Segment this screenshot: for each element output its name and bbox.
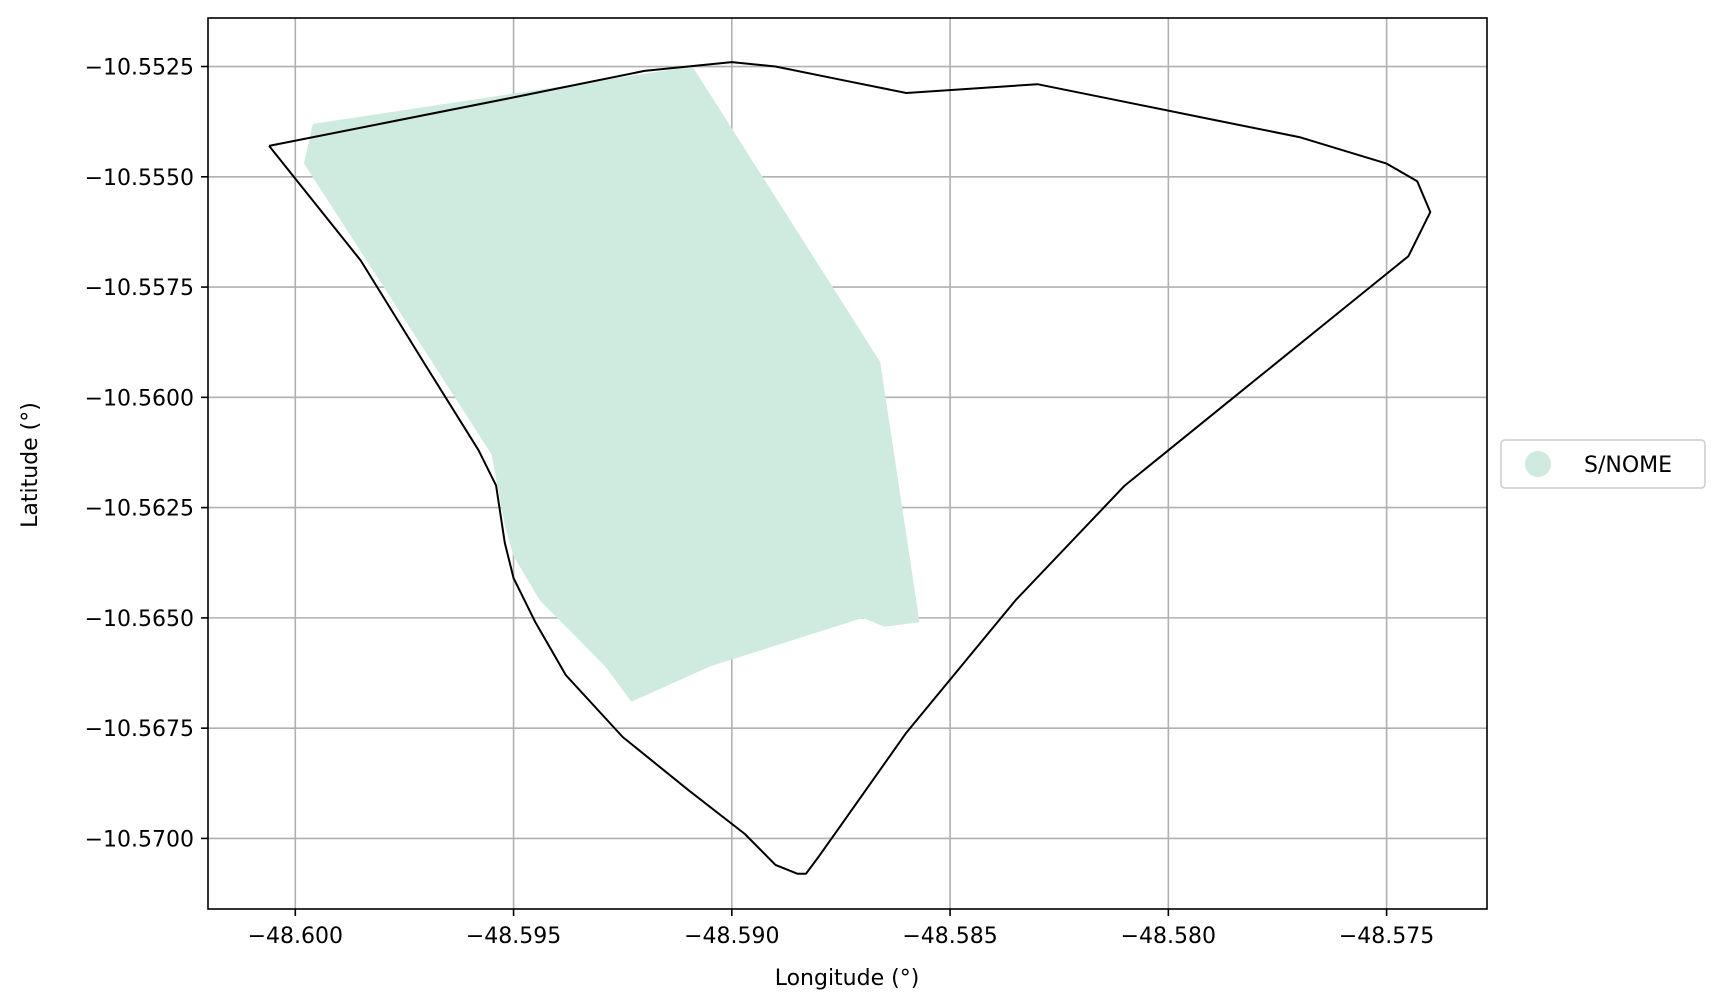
y-tick-label: −10.5650 bbox=[85, 607, 194, 632]
x-tick-label: −48.595 bbox=[466, 924, 561, 949]
boundary-outline bbox=[268, 61, 1432, 875]
y-axis-label: Latitude (°) bbox=[18, 402, 43, 528]
y-axis-ticks: −10.5525 −10.5550 −10.5575 −10.5600 −10.5625… bbox=[85, 56, 208, 852]
y-tick-label: −10.5600 bbox=[85, 386, 194, 411]
y-tick-label: −10.5550 bbox=[85, 166, 194, 191]
y-tick-label: −10.5525 bbox=[85, 56, 194, 81]
snome-area-layer bbox=[304, 66, 920, 702]
y-tick-label: −10.5575 bbox=[85, 276, 194, 301]
legend-box bbox=[1500, 439, 1706, 489]
x-tick-label: −48.580 bbox=[1121, 924, 1216, 949]
legend-label: S/NOME bbox=[1584, 453, 1672, 478]
x-axis-label: Longitude (°) bbox=[775, 966, 920, 991]
x-tick-label: −48.585 bbox=[902, 924, 997, 949]
boundary-layer bbox=[268, 61, 1432, 875]
x-axis-ticks: −48.600 −48.595 −48.590 −48.585 −48.580 −48.5… bbox=[248, 909, 1434, 949]
y-tick-label: −10.5700 bbox=[85, 827, 194, 852]
legend-marker bbox=[1525, 451, 1551, 477]
y-tick-label: −10.5625 bbox=[85, 497, 194, 522]
y-tick-label: −10.5675 bbox=[85, 717, 194, 742]
x-tick-label: −48.590 bbox=[684, 924, 779, 949]
x-tick-label: −48.600 bbox=[248, 924, 343, 949]
plot-frame bbox=[207, 17, 1488, 910]
snome-area-polygon bbox=[304, 66, 920, 702]
x-tick-label: −48.575 bbox=[1339, 924, 1434, 949]
legend: S/NOME bbox=[1500, 439, 1706, 489]
